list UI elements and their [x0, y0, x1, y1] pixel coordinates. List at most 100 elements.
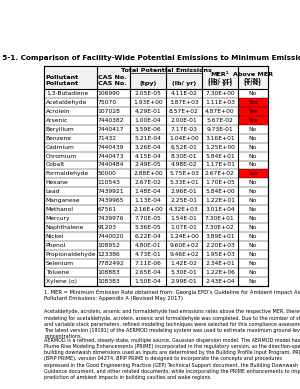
Text: 7440020: 7440020	[98, 235, 124, 239]
Text: 2.49E-05: 2.49E-05	[135, 163, 161, 168]
Text: Naphthalene: Naphthalene	[46, 225, 84, 230]
Text: Xylene (o): Xylene (o)	[46, 279, 77, 284]
Text: 1.17E+01: 1.17E+01	[205, 163, 235, 168]
Text: Benzene: Benzene	[46, 135, 72, 140]
Text: Table 5-1. Comparison of Facility-Wide Potential Emissions to Minimum Emission R: Table 5-1. Comparison of Facility-Wide P…	[0, 55, 300, 61]
Text: 5.21E-04: 5.21E-04	[135, 135, 161, 140]
Text: 50000: 50000	[98, 172, 117, 177]
Text: Acrolein: Acrolein	[46, 109, 70, 114]
Text: 2.34E+01: 2.34E+01	[205, 261, 235, 266]
Text: Yes: Yes	[248, 100, 258, 105]
Text: 1,3-Butadiene: 1,3-Butadiene	[46, 91, 88, 96]
Text: No: No	[249, 216, 257, 221]
Text: 3.87E+03: 3.87E+03	[169, 100, 199, 105]
Text: 7440439: 7440439	[98, 145, 124, 149]
Text: 7439976: 7439976	[98, 216, 124, 221]
Text: Pollutant: Pollutant	[46, 81, 79, 86]
Text: 1.48E-04: 1.48E-04	[135, 189, 161, 194]
Text: 108883: 108883	[98, 270, 120, 275]
Text: No: No	[249, 261, 257, 266]
Bar	[44, 66, 268, 89]
Text: 91203: 91203	[98, 225, 117, 230]
Text: 7.17E-03: 7.17E-03	[170, 126, 197, 131]
Text: Yes: Yes	[248, 109, 258, 114]
Text: Acetaldehyde: Acetaldehyde	[46, 100, 87, 105]
Text: 106990: 106990	[98, 91, 120, 96]
Text: Lead: Lead	[46, 189, 60, 194]
Text: CAS No.: CAS No.	[98, 75, 127, 80]
Text: 108383: 108383	[98, 279, 120, 284]
Bar	[238, 170, 268, 179]
Text: 8.30E-01: 8.30E-01	[171, 154, 197, 158]
Text: Manganese: Manganese	[46, 198, 80, 203]
Text: 71432: 71432	[98, 135, 117, 140]
Text: 1.00E-04: 1.00E-04	[135, 117, 161, 123]
Text: 1.13E-04: 1.13E-04	[135, 198, 161, 203]
Text: No: No	[249, 225, 257, 230]
Text: (lb/ yr): (lb/ yr)	[172, 81, 196, 86]
Text: No: No	[249, 163, 257, 168]
Text: 2.05E-05: 2.05E-05	[135, 91, 161, 96]
Text: (tpy): (tpy)	[140, 81, 157, 86]
Text: 2.25E-01: 2.25E-01	[170, 198, 197, 203]
Text: AERMOD is a refined, steady-state, multiple source, Gaussian dispersion model. T: AERMOD is a refined, steady-state, multi…	[44, 338, 300, 380]
Text: 5.33E+01: 5.33E+01	[169, 180, 199, 186]
Text: Nickel: Nickel	[46, 235, 64, 239]
Text: 7439965: 7439965	[98, 198, 124, 203]
Text: 123386: 123386	[98, 252, 121, 258]
Text: 6.22E-04: 6.22E-04	[135, 235, 161, 239]
Text: No: No	[249, 189, 257, 194]
Text: Methanol: Methanol	[46, 207, 74, 212]
Bar	[238, 98, 268, 107]
Text: 5.30E-01: 5.30E-01	[171, 270, 197, 275]
Text: No: No	[249, 126, 257, 131]
Text: Acetaldehyde, acrolein, arsenic and formaldehyde had emissions rates above the r: Acetaldehyde, acrolein, arsenic and form…	[44, 309, 300, 339]
Text: No: No	[249, 180, 257, 186]
Text: 1.50E-04: 1.50E-04	[135, 279, 161, 284]
Bar	[44, 66, 268, 286]
Text: Pollutant: Pollutant	[46, 75, 79, 80]
Text: MER¹
(lb/ yr): MER¹ (lb/ yr)	[208, 72, 232, 83]
Bar	[238, 107, 268, 116]
Text: 7.11E-06: 7.11E-06	[135, 261, 161, 266]
Text: 1.93E+00: 1.93E+00	[133, 100, 163, 105]
Text: 1.70E+05: 1.70E+05	[205, 180, 235, 186]
Text: 1.54E-01: 1.54E-01	[170, 216, 197, 221]
Text: Cobalt: Cobalt	[46, 163, 65, 168]
Text: No: No	[249, 270, 257, 275]
Text: 7440473: 7440473	[98, 154, 124, 158]
Text: Phenol: Phenol	[46, 244, 66, 248]
Text: 67561: 67561	[98, 207, 117, 212]
Text: 4.11E-02: 4.11E-02	[170, 91, 197, 96]
Text: 110543: 110543	[98, 180, 121, 186]
Text: 9.46E+02: 9.46E+02	[169, 252, 199, 258]
Text: No: No	[249, 145, 257, 149]
Text: 7439921: 7439921	[98, 189, 124, 194]
Text: 108952: 108952	[98, 244, 121, 248]
Text: 2.99E-01: 2.99E-01	[171, 279, 197, 284]
Text: 4.32E+03: 4.32E+03	[169, 207, 199, 212]
Text: 1.07E-01: 1.07E-01	[170, 225, 197, 230]
Text: 5.84E+01: 5.84E+01	[205, 154, 235, 158]
Text: 9.73E-01: 9.73E-01	[207, 126, 233, 131]
Text: 5.67E-02: 5.67E-02	[206, 117, 233, 123]
Text: Above MER
(Y/N): Above MER (Y/N)	[233, 72, 273, 83]
Text: 4.80E-01: 4.80E-01	[135, 244, 161, 248]
Text: No: No	[249, 154, 257, 158]
Bar	[238, 116, 268, 124]
Text: 3.89E+01: 3.89E+01	[205, 235, 235, 239]
Text: 2.65E-04: 2.65E-04	[135, 270, 161, 275]
Text: Yes: Yes	[248, 172, 258, 177]
Text: 5.36E-05: 5.36E-05	[135, 225, 161, 230]
Text: CAS No.: CAS No.	[98, 81, 127, 86]
Text: 1.42E-02: 1.42E-02	[170, 261, 197, 266]
Text: Formaldehyde: Formaldehyde	[46, 172, 89, 177]
Text: 6.52E-01: 6.52E-01	[170, 145, 197, 149]
Text: Beryllium: Beryllium	[46, 126, 75, 131]
Text: 4.87E+00: 4.87E+00	[205, 109, 235, 114]
Text: 5.75E+03: 5.75E+03	[169, 172, 199, 177]
Text: Mercury: Mercury	[46, 216, 70, 221]
Text: 7.30E+01: 7.30E+01	[205, 216, 235, 221]
Text: 2.00E-01: 2.00E-01	[171, 117, 197, 123]
Text: 7.30E+02: 7.30E+02	[205, 225, 235, 230]
